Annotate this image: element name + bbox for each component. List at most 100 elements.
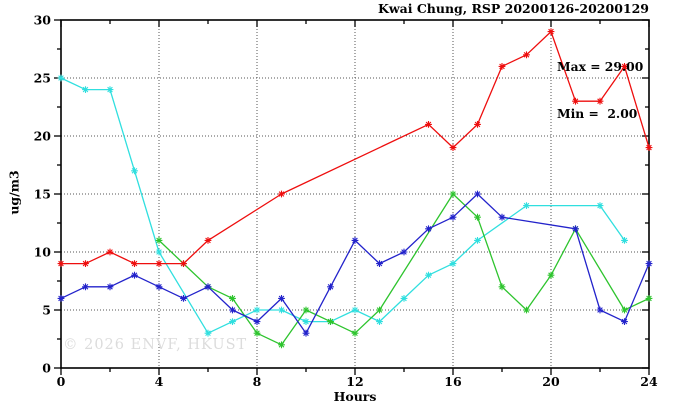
series-green-marker [229,295,236,302]
series-blue-marker [229,306,236,314]
series-blue-marker [400,248,408,256]
series-green-marker [253,329,261,337]
series-cyan-marker [229,318,236,325]
series-cyan-marker [400,295,408,302]
series-cyan-marker [278,306,285,314]
series-cyan-marker [57,74,65,82]
series-red-marker [596,97,604,105]
series-green-marker [351,329,359,337]
series-red-marker [449,144,457,151]
series-blue-marker [278,295,285,302]
series-red-marker [57,260,65,267]
series-red-marker [645,144,653,151]
series-cyan-marker [449,260,457,267]
y-tick-label: 15 [34,187,51,202]
series-cyan-marker [425,271,432,279]
series-green-marker [376,306,383,314]
y-tick-label: 20 [34,129,52,144]
x-tick-label: 16 [444,374,462,389]
x-axis-label: Hours [333,389,377,404]
series-red-marker [180,260,187,267]
series-blue-marker [131,271,138,279]
y-tick-label: 0 [42,361,51,376]
series-green-marker [645,295,653,302]
series-green-marker [474,213,481,221]
series-blue-marker [572,225,579,233]
series-red-marker [278,190,285,198]
series-red-marker [498,63,506,70]
series-cyan-marker [253,306,261,314]
series-green-marker [621,306,628,314]
series-green-marker [302,306,310,314]
series-blue-marker [621,318,628,325]
watermark: © 2026 ENVF, HKUST [63,337,248,353]
series-green-marker [327,318,334,325]
series-green-line [158,193,650,346]
series-cyan-marker [82,86,89,93]
x-tick-label: 0 [57,374,66,389]
series-blue-marker [425,225,432,233]
series-cyan-marker [106,86,114,93]
series-blue-marker [596,306,604,314]
series-blue-marker [204,283,212,291]
series-blue-marker [302,329,310,337]
series-blue-marker [376,260,383,267]
series-cyan-line [60,77,626,334]
series-red-marker [82,260,89,267]
series-cyan-marker [596,202,604,209]
series-cyan-marker [131,167,138,175]
series-blue-marker [155,283,163,291]
series-red-marker [621,63,628,70]
series-green-marker [547,271,555,279]
series-blue-marker [351,237,359,244]
series-red-marker [547,28,555,35]
y-tick-label: 10 [34,245,52,260]
series-blue-marker [180,295,187,302]
series-green-marker [278,341,285,349]
chart-title: Kwai Chung, RSP 20200126-20200129 [378,1,649,16]
series-blue-marker [106,283,114,291]
series-blue-marker [645,260,653,267]
x-tick-label: 8 [253,374,262,389]
series-green-marker [498,283,506,291]
series-cyan-marker [351,306,359,314]
series-blue-marker [449,213,457,221]
series-blue-marker [82,283,89,291]
series-cyan-marker [204,329,212,337]
series-red-marker [572,97,579,105]
min-value-label: Min = 2.00 [557,105,638,121]
series-cyan-marker [523,202,530,209]
series-red-marker [131,260,138,267]
y-tick-label: 5 [42,303,51,318]
series-blue-marker [498,213,506,221]
series-red-line [61,30,650,265]
y-tick-label: 30 [34,13,52,28]
series-cyan-marker [302,318,310,325]
series-cyan-marker [376,318,383,325]
series-red-marker [155,260,163,267]
series-blue-marker [253,318,261,325]
series-blue-marker [327,283,334,291]
series-green-marker [155,237,163,244]
max-value-label: Max = 29.00 [557,59,644,74]
minmax-annotation: Max = 29.00 Min = 2.00 [557,28,643,152]
series-cyan-marker [621,237,628,244]
x-tick-label: 24 [640,374,658,389]
series-red-marker [204,237,212,244]
series-blue-marker [474,190,481,198]
x-tick-label: 12 [346,374,363,389]
series-green-marker [523,306,530,314]
x-tick-label: 20 [542,374,560,389]
series-green-marker [449,190,457,198]
series-red-marker [523,51,530,59]
series-red-marker [474,121,481,128]
series-red-marker [425,121,432,128]
y-tick-label: 25 [34,71,51,86]
y-axis-label: ug/m3 [6,170,22,215]
series-cyan-marker [474,237,481,244]
series-red-marker [106,248,114,256]
x-tick-label: 4 [155,374,164,389]
series-cyan-marker [155,248,163,256]
